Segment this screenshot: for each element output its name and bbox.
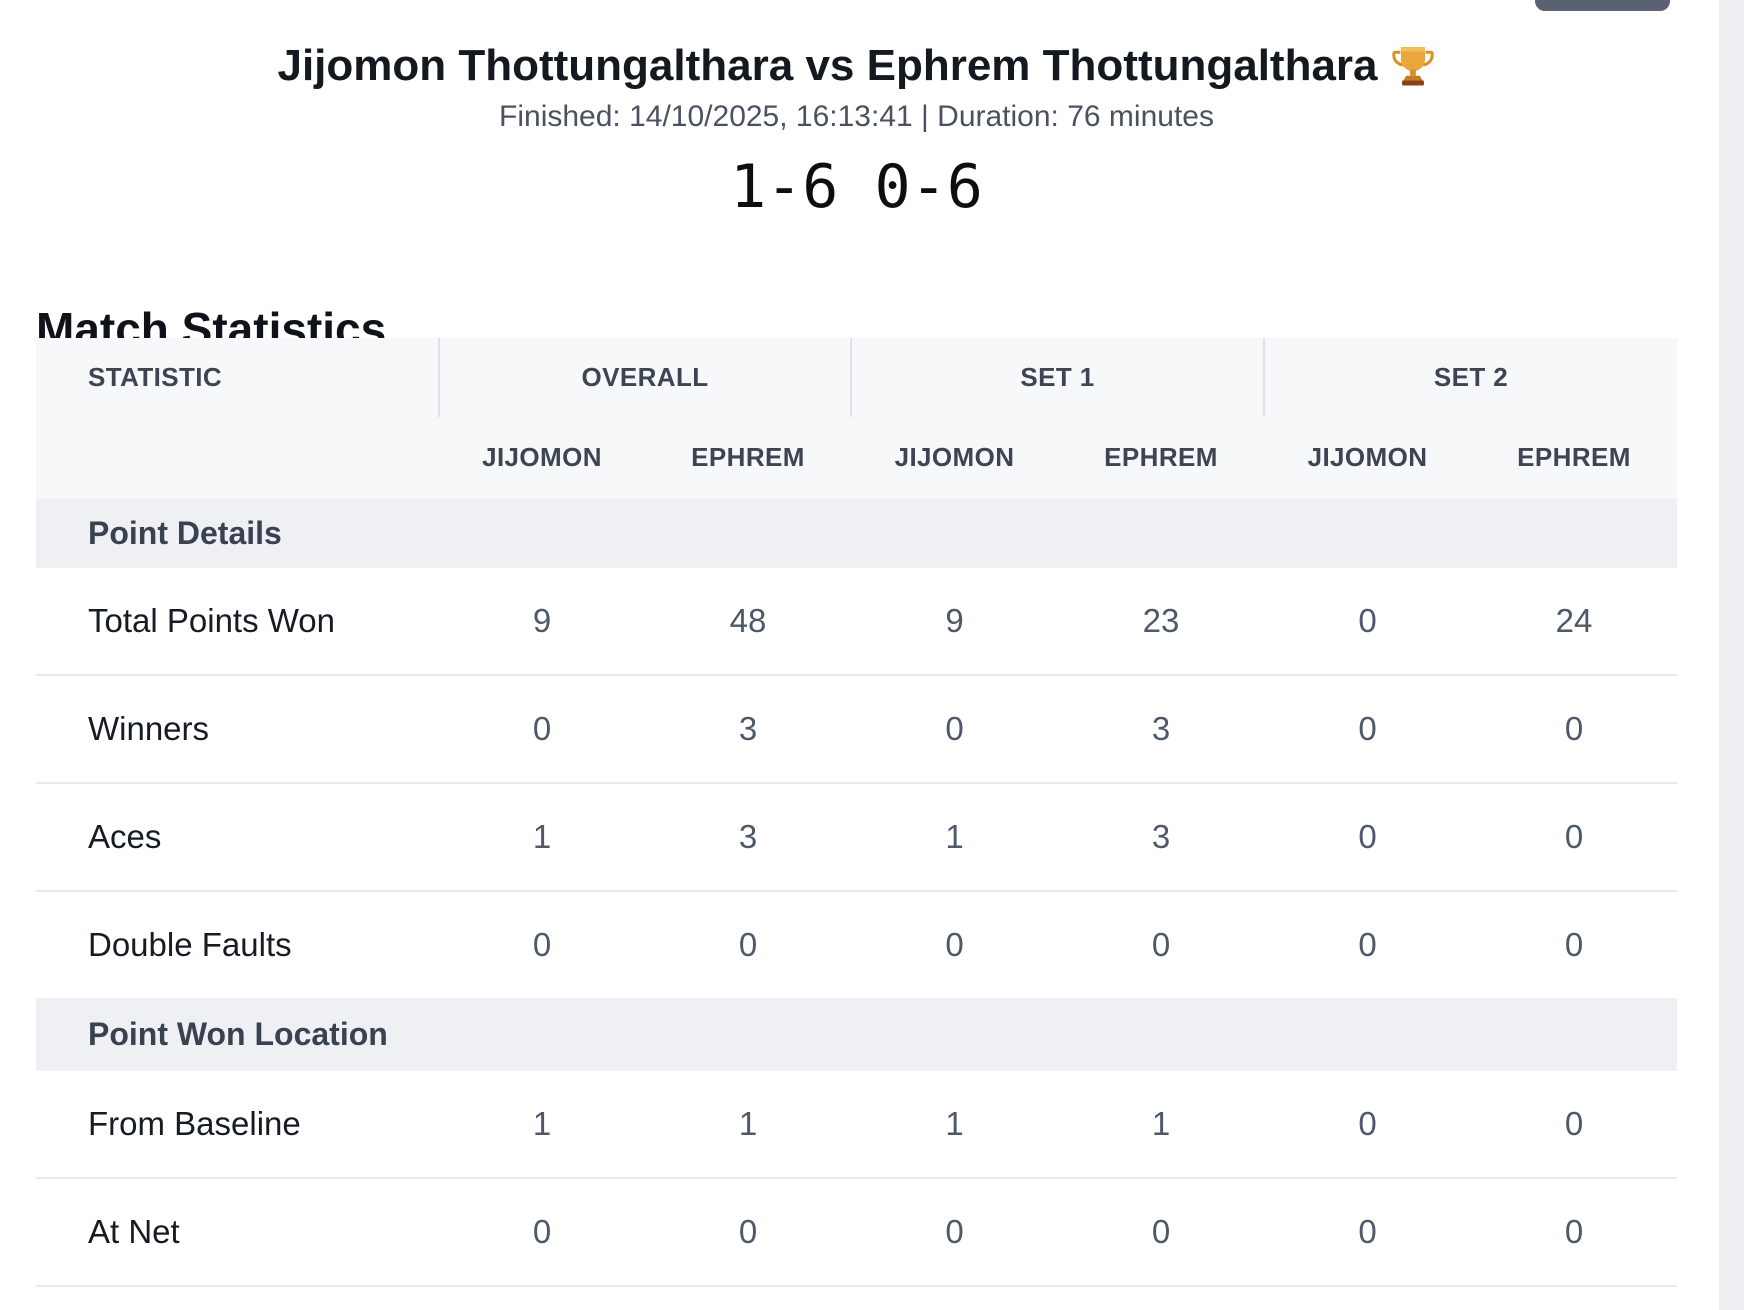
stat-value: 0 [1151, 926, 1171, 963]
stat-value: 0 [1264, 1178, 1471, 1287]
group-header-row: STATISTIC OVERALL SET 1 SET 2 [36, 338, 1677, 417]
scrollbar-track[interactable] [1719, 0, 1744, 1310]
table-row-aces: Aces 1 3 1 3 0 0 [36, 783, 1677, 892]
stat-value: 0 [851, 675, 1058, 784]
table-head: STATISTIC OVERALL SET 1 SET 2 JIJOMON EP… [36, 338, 1677, 498]
stat-value: 1 [439, 1071, 645, 1179]
table-row-winners: Winners 0 3 0 3 0 0 [36, 675, 1677, 784]
stat-value: 0 [1471, 1178, 1677, 1287]
stat-label: Aces [36, 783, 439, 892]
stat-value: 3 [1058, 675, 1264, 784]
stat-value: 0 [1058, 1178, 1264, 1287]
stat-value: 0 [532, 926, 552, 963]
column-header-set2: SET 2 [1263, 338, 1677, 417]
column-header-overall: OVERALL [438, 338, 851, 417]
table-row-at-net: At Net 0 0 0 0 0 0 [36, 1178, 1677, 1287]
stat-value: 0 [645, 1178, 851, 1287]
stat-value: 23 [1058, 568, 1264, 676]
stat-value: 0 [1471, 675, 1677, 784]
table-row-double-faults: Double Faults 0 0 0 0 0 0 [36, 891, 1677, 998]
stat-value: 0 [439, 675, 645, 784]
section-title: Point Details [36, 498, 1677, 568]
player-header-row: JIJOMON EPHREM JIJOMON EPHREM JIJOMON EP… [36, 417, 1677, 498]
stat-value: 0 [1471, 783, 1677, 892]
player-header: JIJOMON [851, 417, 1058, 498]
stat-value: 24 [1471, 568, 1677, 676]
stat-value: 0 [439, 1178, 645, 1287]
player-header: JIJOMON [1264, 417, 1471, 498]
column-header-statistic: STATISTIC [36, 338, 439, 417]
player-header: EPHREM [645, 417, 851, 498]
section-title: Point Won Location [36, 998, 1677, 1071]
stat-value: 1 [851, 783, 1058, 892]
stat-label: Total Points Won [36, 568, 439, 676]
stat-value: 0 [945, 926, 964, 963]
stat-label: Double Faults [88, 926, 292, 963]
top-right-button[interactable] [1535, 0, 1670, 11]
stat-value: 1 [851, 1071, 1058, 1179]
stat-value: 0 [1264, 783, 1471, 892]
stat-value: 1 [645, 1071, 851, 1179]
stat-value: 48 [645, 568, 851, 676]
stat-value: 0 [1264, 568, 1471, 676]
stat-value: 0 [1471, 1071, 1677, 1179]
stat-value: 3 [645, 675, 851, 784]
stat-label: Winners [36, 675, 439, 784]
stat-value: 0 [851, 1178, 1058, 1287]
player-header: JIJOMON [439, 417, 645, 498]
player-header: EPHREM [1471, 417, 1677, 498]
stat-value: 3 [645, 783, 851, 892]
stat-value: 0 [1264, 1071, 1471, 1179]
column-header-set1: SET 1 [850, 338, 1264, 417]
stat-label: At Net [36, 1178, 439, 1287]
table-body: Point Details Total Points Won 9 48 9 23… [36, 498, 1677, 1287]
stat-value: 0 [1564, 926, 1584, 963]
match-statistics-table: STATISTIC OVERALL SET 1 SET 2 JIJOMON EP… [36, 338, 1677, 1287]
section-header-point-won-location: Point Won Location [36, 998, 1677, 1071]
match-subtitle: Finished: 14/10/2025, 16:13:41 | Duratio… [499, 100, 1214, 133]
player-header: EPHREM [1058, 417, 1264, 498]
match-title: Jijomon Thottungalthara vs Ephrem Thottu… [36, 40, 1677, 92]
stat-value: 9 [851, 568, 1058, 676]
stat-value: 0 [738, 926, 758, 963]
player-header-empty [36, 417, 439, 498]
stat-value: 3 [1058, 783, 1264, 892]
stat-value: 0 [1264, 675, 1471, 784]
stat-value: 9 [439, 568, 645, 676]
stat-label: From Baseline [36, 1071, 439, 1179]
trophy-icon [1390, 43, 1436, 89]
match-title-text: Jijomon Thottungalthara vs Ephrem Thottu… [277, 41, 1378, 90]
match-score: 1-6 0-6 [730, 152, 983, 222]
table-row-from-baseline: From Baseline 1 1 1 1 0 0 [36, 1071, 1677, 1179]
stat-value: 1 [439, 783, 645, 892]
stat-value: 0 [1358, 926, 1377, 963]
table-row-total-points-won: Total Points Won 9 48 9 23 0 24 [36, 568, 1677, 676]
stat-value: 1 [1058, 1071, 1264, 1179]
section-header-point-details: Point Details [36, 498, 1677, 568]
